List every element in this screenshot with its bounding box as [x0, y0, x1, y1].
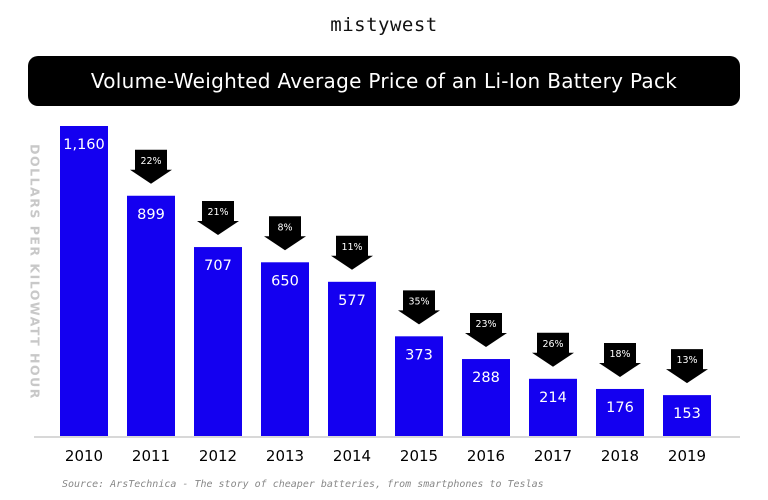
value-label-2014: 577	[338, 293, 366, 309]
decline-arrow-2017: 26%	[532, 332, 574, 367]
value-label-2018: 176	[606, 400, 634, 416]
decline-label-2015: 35%	[408, 296, 429, 307]
bar-2017	[529, 378, 577, 436]
decline-label-2016: 23%	[475, 319, 496, 330]
decline-label-2014: 11%	[341, 242, 362, 253]
bar-2019	[663, 395, 711, 436]
chart-title: Volume-Weighted Average Price of an Li-I…	[28, 56, 740, 106]
decline-label-2019: 13%	[676, 355, 697, 366]
value-label-2015: 373	[405, 347, 433, 363]
decline-arrow-2014: 11%	[331, 235, 373, 270]
bar-2018	[596, 388, 644, 436]
x-tick-label-2010: 2010	[65, 447, 103, 465]
decline-arrow-2011: 22%	[130, 149, 172, 184]
decline-arrow-2018: 18%	[599, 342, 641, 377]
x-tick-label-2018: 2018	[601, 447, 639, 465]
x-tick-label-2016: 2016	[467, 447, 505, 465]
brand-logo: mistywest	[330, 14, 438, 36]
source-note: Source: ArsTechnica - The story of cheap…	[62, 479, 544, 490]
decline-label-2011: 22%	[140, 156, 161, 167]
bar-2012	[194, 247, 242, 436]
decline-arrow-2019: 13%	[666, 349, 708, 384]
decline-arrow-2013: 8%	[264, 216, 306, 251]
bar-2016	[462, 359, 510, 436]
value-label-2017: 214	[539, 390, 567, 406]
value-label-2019: 153	[673, 406, 701, 422]
bar-2015	[395, 336, 443, 436]
bar-2010	[60, 126, 108, 436]
x-tick-label-2013: 2013	[266, 447, 304, 465]
value-label-2012: 707	[204, 258, 232, 274]
value-label-2016: 288	[472, 370, 500, 386]
bar-2013	[261, 262, 309, 436]
x-tick-label-2012: 2012	[199, 447, 237, 465]
value-label-2011: 899	[137, 207, 165, 223]
x-tick-label-2017: 2017	[534, 447, 572, 465]
decline-label-2012: 21%	[207, 207, 228, 218]
value-label-2013: 650	[271, 273, 299, 289]
decline-label-2013: 8%	[277, 222, 292, 233]
value-label-2010: 1,160	[63, 137, 105, 153]
x-tick-label-2019: 2019	[668, 447, 706, 465]
decline-arrow-2012: 21%	[197, 201, 239, 236]
x-tick-label-2014: 2014	[333, 447, 371, 465]
bar-2011	[127, 195, 175, 436]
decline-label-2017: 26%	[542, 339, 563, 350]
decline-arrow-2015: 35%	[398, 290, 440, 325]
bar-2014	[328, 281, 376, 436]
x-tick-label-2011: 2011	[132, 447, 170, 465]
decline-arrow-2016: 23%	[465, 313, 507, 348]
x-tick-label-2015: 2015	[400, 447, 438, 465]
decline-label-2018: 18%	[609, 349, 630, 360]
